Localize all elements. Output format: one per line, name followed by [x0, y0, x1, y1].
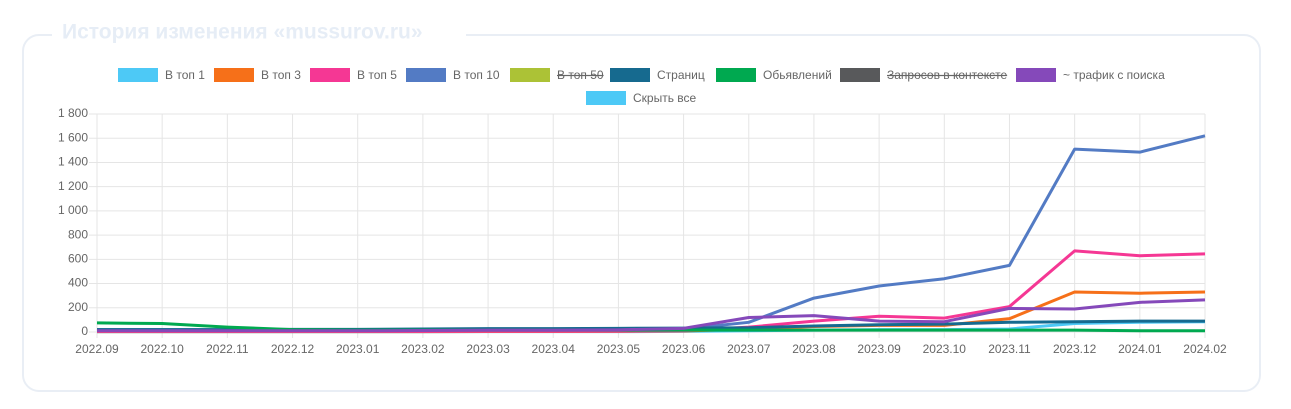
legend-label[interactable]: ~ трафик с поиска — [1063, 68, 1165, 82]
y-tick-label: 1 600 — [58, 130, 88, 144]
chart-title: История изменения «mussurov.ru» — [62, 21, 423, 44]
y-tick-label: 600 — [68, 252, 88, 266]
legend-swatch[interactable] — [510, 68, 550, 82]
legend-swatch[interactable] — [310, 68, 350, 82]
legend-swatch[interactable] — [840, 68, 880, 82]
legend-swatch[interactable] — [118, 68, 158, 82]
legend-label[interactable]: Обьявлений — [763, 68, 832, 82]
legend-label[interactable]: Страниц — [657, 68, 705, 82]
title-bg — [52, 20, 466, 46]
y-tick-label: 1 200 — [58, 179, 88, 193]
x-tick-label: 2023.08 — [792, 342, 836, 356]
y-tick-label: 800 — [68, 227, 88, 241]
legend-swatch[interactable] — [406, 68, 446, 82]
x-tick-label: 2023.07 — [727, 342, 771, 356]
x-tick-label: 2023.06 — [662, 342, 706, 356]
legend-swatch[interactable] — [610, 68, 650, 82]
series-line — [97, 298, 1206, 333]
y-tick-label: 400 — [68, 276, 88, 290]
x-tick-label: 2023.03 — [466, 342, 510, 356]
legend-label[interactable]: В топ 50 — [557, 68, 604, 82]
legend-label[interactable]: В топ 3 — [261, 68, 301, 82]
x-tick-label: 2023.04 — [532, 342, 576, 356]
legend-label[interactable]: Запросов в контексте — [887, 68, 1007, 82]
x-tick-label: 2022.09 — [75, 342, 119, 356]
legend-label[interactable]: В топ 1 — [165, 68, 205, 82]
series-line — [97, 249, 1206, 333]
legend-label[interactable]: В топ 10 — [453, 68, 500, 82]
y-tick-label: 1 400 — [58, 155, 88, 169]
legend-swatch[interactable] — [214, 68, 254, 82]
x-tick-label: 2023.02 — [401, 342, 445, 356]
x-tick-label: 2023.12 — [1053, 342, 1097, 356]
toggle-all-label[interactable]: Скрыть все — [633, 91, 697, 105]
legend-swatch[interactable] — [716, 68, 756, 82]
x-tick-label: 2024.01 — [1118, 342, 1162, 356]
legend-swatch[interactable] — [1016, 68, 1056, 82]
series-line — [97, 134, 1206, 332]
y-tick-label: 1 000 — [58, 203, 88, 217]
x-tick-label: 2022.12 — [271, 342, 315, 356]
y-tick-label: 1 800 — [58, 106, 88, 120]
legend-label[interactable]: В топ 5 — [357, 68, 397, 82]
x-tick-label: 2022.11 — [206, 342, 249, 356]
x-tick-label: 2023.10 — [923, 342, 967, 356]
y-tick-label: 0 — [81, 324, 88, 338]
toggle-all-swatch[interactable] — [586, 91, 626, 105]
x-tick-label: 2022.10 — [140, 342, 184, 356]
x-tick-label: 2023.05 — [597, 342, 641, 356]
y-tick-label: 200 — [68, 300, 88, 314]
x-tick-label: 2023.11 — [988, 342, 1031, 356]
card — [22, 34, 1261, 392]
x-tick-label: 2023.01 — [336, 342, 380, 356]
x-tick-label: 2023.09 — [857, 342, 901, 356]
x-tick-label: 2024.02 — [1183, 342, 1227, 356]
